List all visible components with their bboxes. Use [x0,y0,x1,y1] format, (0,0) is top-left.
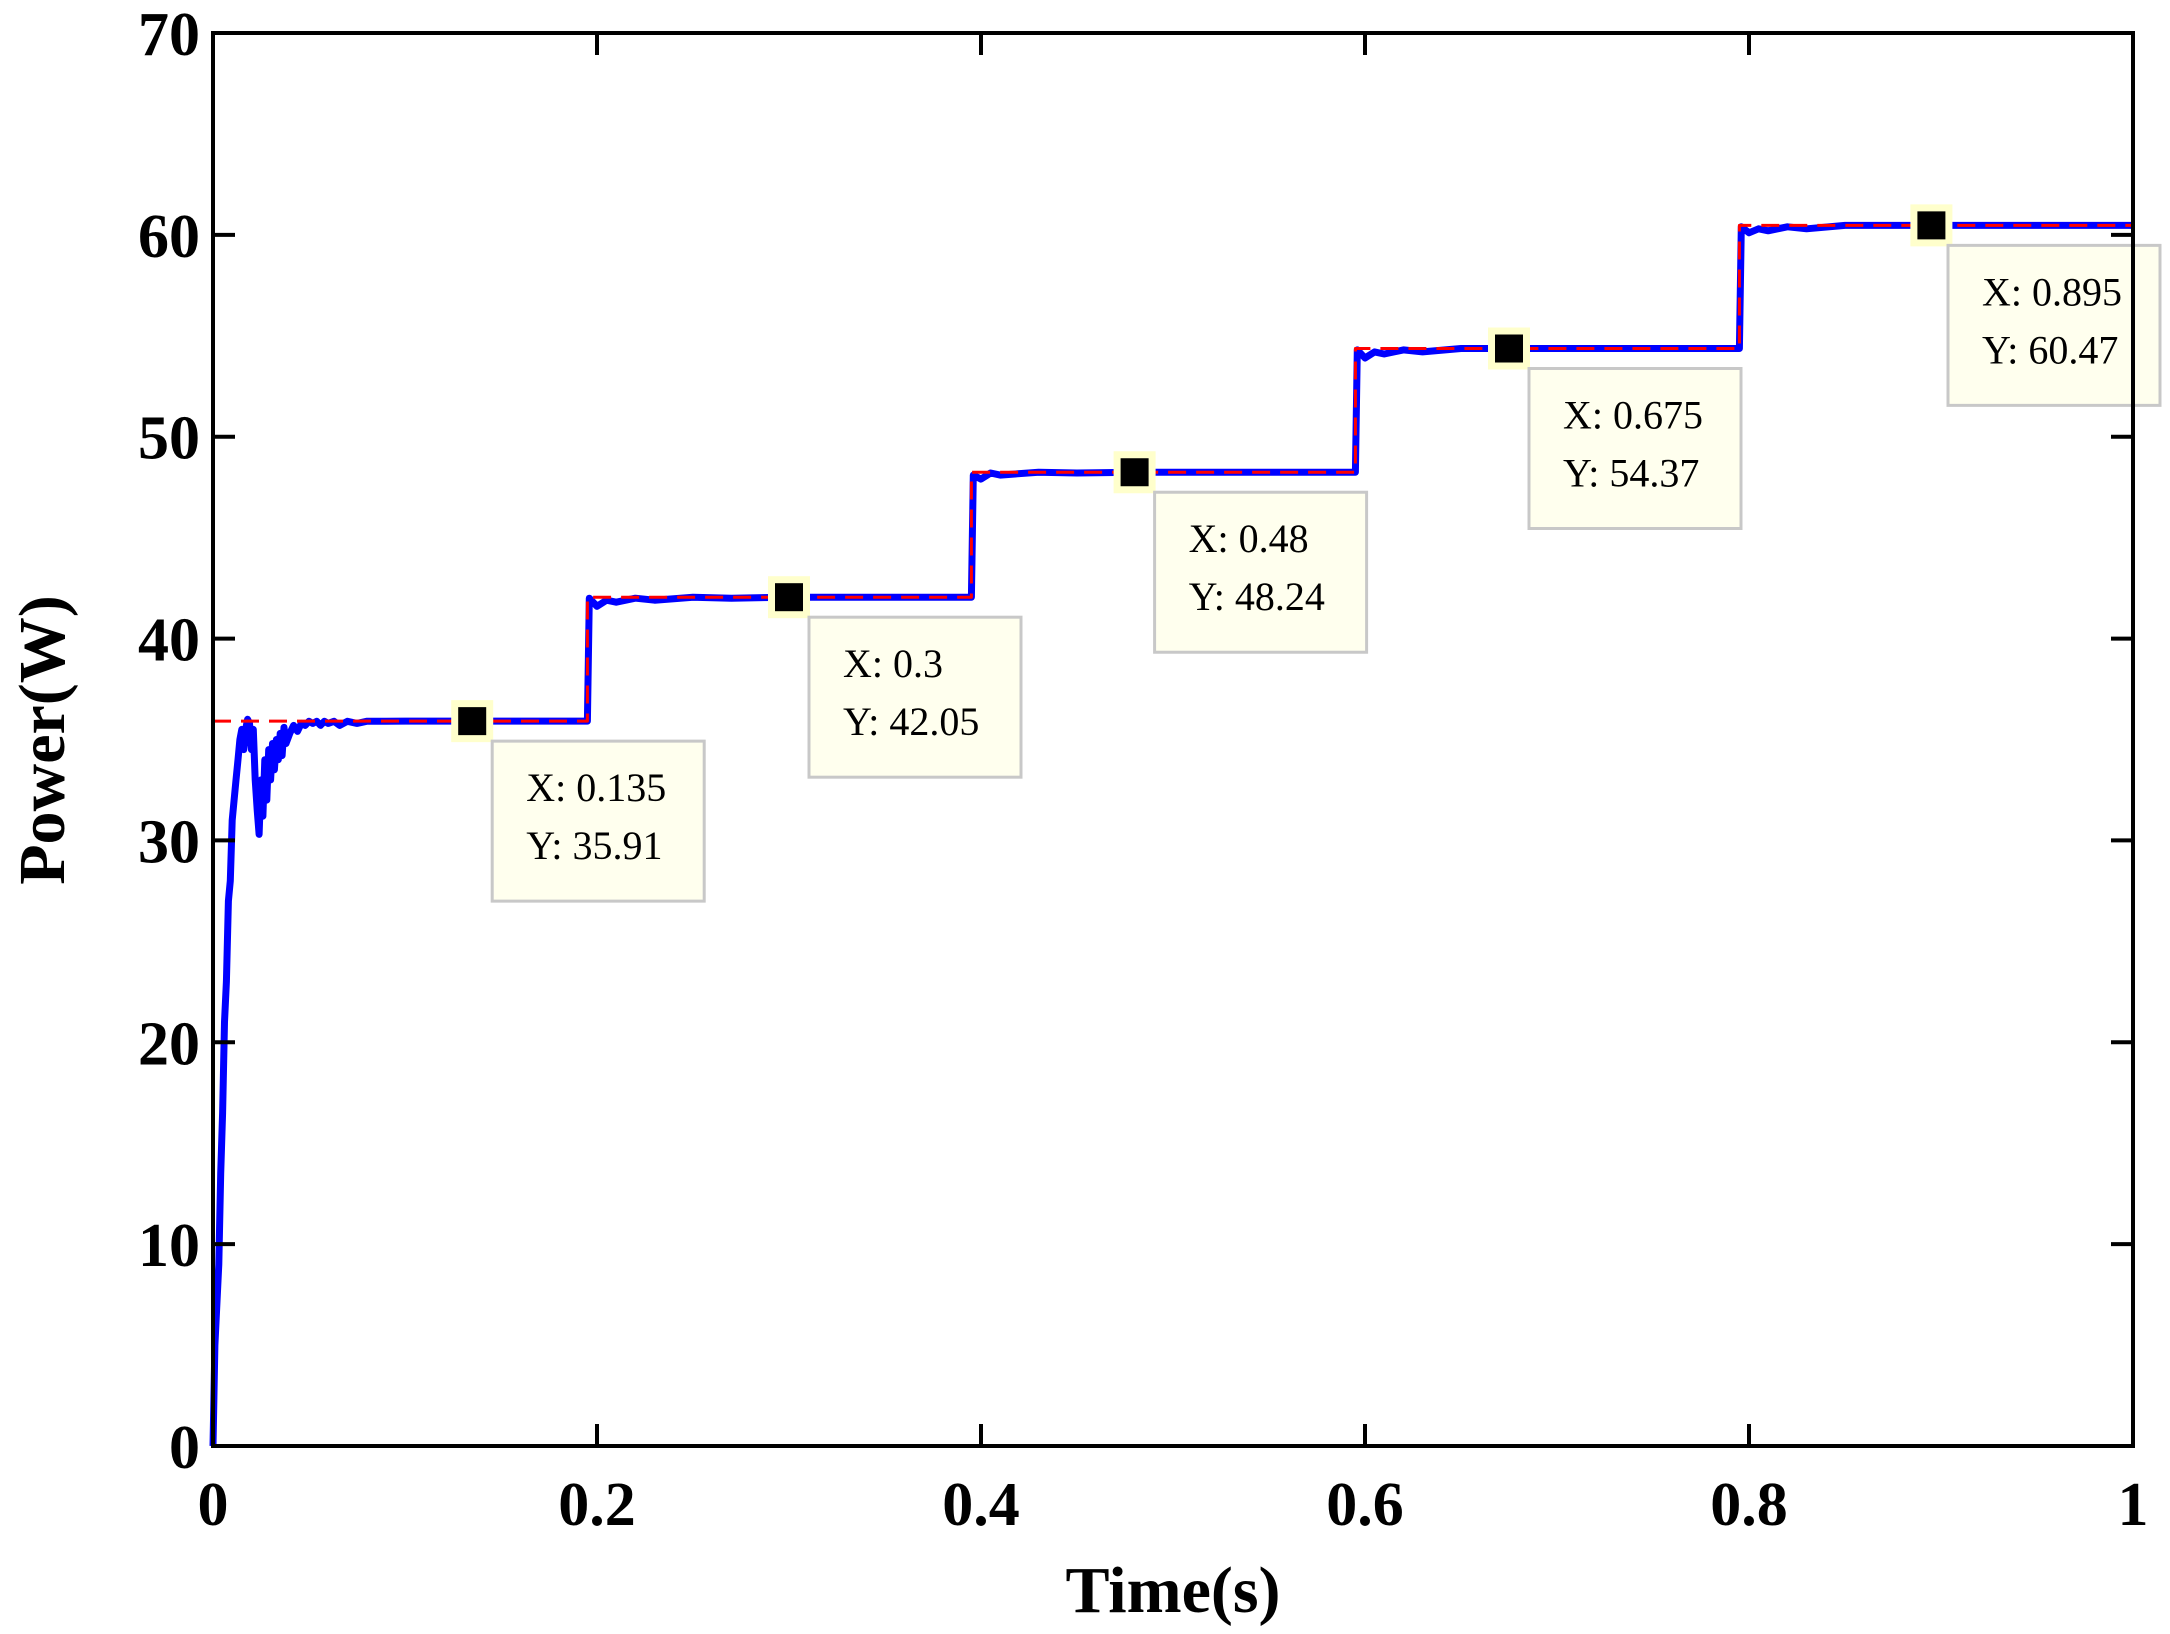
datatip-y-label: Y: 54.37 [1563,451,1699,496]
datatip-marker[interactable] [1495,334,1523,363]
datatip[interactable]: X: 0.895 Y: 60.47 [1910,204,2162,407]
datatip-marker[interactable] [775,583,803,612]
series-line-reference [213,223,2133,723]
y-tick-label: 60 [138,203,200,271]
datatip[interactable]: X: 0.135 Y: 35.91 [451,700,706,903]
y-tick-label: 20 [138,1010,200,1078]
datatip-y-label: Y: 42.05 [843,699,979,744]
y-tick-label: 0 [169,1414,200,1482]
y-tick-label: 70 [138,1,200,69]
y-axis-title: Power(W) [6,595,79,885]
datatip-marker[interactable] [1120,458,1149,487]
datatip-box [1153,490,1369,654]
datatip-x-label: X: 0.675 [1563,393,1703,438]
x-axis-title: Time(s) [1065,1554,1280,1627]
datatip-box [490,739,706,903]
datatip-x-label: X: 0.135 [526,765,666,810]
datatip-box [1946,243,2162,407]
x-tick-label: 0.2 [558,1471,636,1539]
datatip-box [807,615,1023,779]
datatip-x-label: X: 0.3 [843,641,943,686]
x-tick-label: 0 [198,1471,229,1539]
plot-area [213,33,2133,1446]
datatip-marker[interactable] [458,707,487,736]
y-tick-label: 10 [138,1212,200,1280]
datatip[interactable]: X: 0.48 Y: 48.24 [1113,451,1369,654]
datatip-marker[interactable] [1917,211,1946,240]
datatip-y-label: Y: 35.91 [526,823,662,868]
x-axis: 0 0.2 0.4 0.6 0.8 1 [198,33,2149,1539]
x-tick-label: 0.4 [942,1471,1020,1539]
x-tick-label: 0.6 [1326,1471,1404,1539]
x-tick-label: 1 [2118,1471,2149,1539]
x-tick-label: 0.8 [1710,1471,1788,1539]
y-axis: 0 10 20 30 40 50 60 70 [138,1,2133,1482]
datatip-x-label: X: 0.48 [1189,516,1309,561]
datatip[interactable]: X: 0.3 Y: 42.05 [768,576,1023,779]
y-tick-label: 50 [138,405,200,473]
y-tick-label: 40 [138,607,200,675]
datatip[interactable]: X: 0.675 Y: 54.37 [1488,327,1743,531]
datatip-box [1527,367,1743,531]
plot-frame [211,31,2135,1448]
datatip-y-label: Y: 48.24 [1189,574,1325,619]
datatip-y-label: Y: 60.47 [1982,327,2118,372]
datatip-layer: X: 0.135 Y: 35.91 X: 0.3 Y: 42.05 X: 0.48 Y: … [451,204,2162,903]
series-layer [209,221,2133,1447]
datatip-x-label: X: 0.895 [1982,269,2122,314]
y-tick-label: 30 [138,808,200,876]
